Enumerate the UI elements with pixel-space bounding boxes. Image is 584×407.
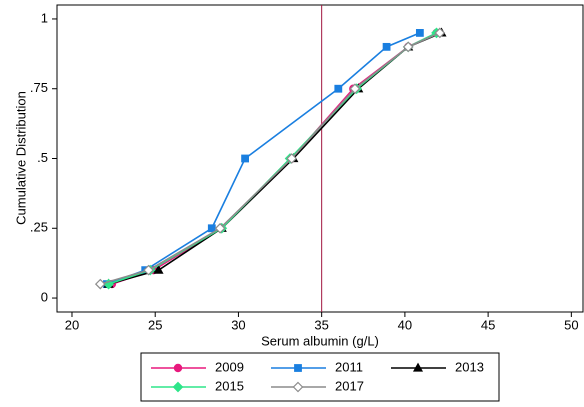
legend-marker xyxy=(412,362,424,372)
data-point xyxy=(402,41,414,53)
legend-label: 2017 xyxy=(335,378,364,393)
legend-marker xyxy=(173,363,183,373)
y-tick-label: .75 xyxy=(30,80,48,95)
data-point xyxy=(334,84,343,93)
data-point xyxy=(382,42,391,51)
y-axis-title: Cumulative Distribution xyxy=(13,91,28,225)
x-tick-label: 30 xyxy=(231,317,245,332)
data-point xyxy=(214,222,226,234)
x-tick-label: 20 xyxy=(65,317,79,332)
plot-frame xyxy=(56,4,584,313)
x-tick-label: 25 xyxy=(148,317,162,332)
data-point xyxy=(286,153,298,164)
data-point xyxy=(415,29,424,37)
data-point xyxy=(153,264,164,274)
x-tick-label: 50 xyxy=(564,317,578,332)
data-point xyxy=(434,27,446,39)
legend-label: 2011 xyxy=(335,359,363,374)
data-point xyxy=(349,83,361,95)
data-point xyxy=(241,154,249,163)
y-tick-label: .25 xyxy=(30,220,48,235)
x-tick-label: 45 xyxy=(481,317,495,332)
x-tick-label: 35 xyxy=(314,317,328,332)
legend-marker xyxy=(294,364,302,372)
y-tick-label: .5 xyxy=(37,150,48,165)
data-point xyxy=(143,264,154,276)
legend-marker xyxy=(292,381,304,393)
x-axis-title: Serum albumin (g/L) xyxy=(261,333,379,348)
legend-marker xyxy=(172,381,184,393)
legend-box xyxy=(140,352,500,402)
legend-label: 2015 xyxy=(215,378,244,393)
data-point xyxy=(94,278,106,290)
y-tick-label: 0 xyxy=(41,289,48,304)
legend-label: 2009 xyxy=(215,359,244,374)
x-tick-label: 40 xyxy=(398,317,412,332)
data-point xyxy=(207,224,216,233)
legend-label: 2013 xyxy=(455,359,484,374)
y-tick-label: 1 xyxy=(41,10,48,25)
